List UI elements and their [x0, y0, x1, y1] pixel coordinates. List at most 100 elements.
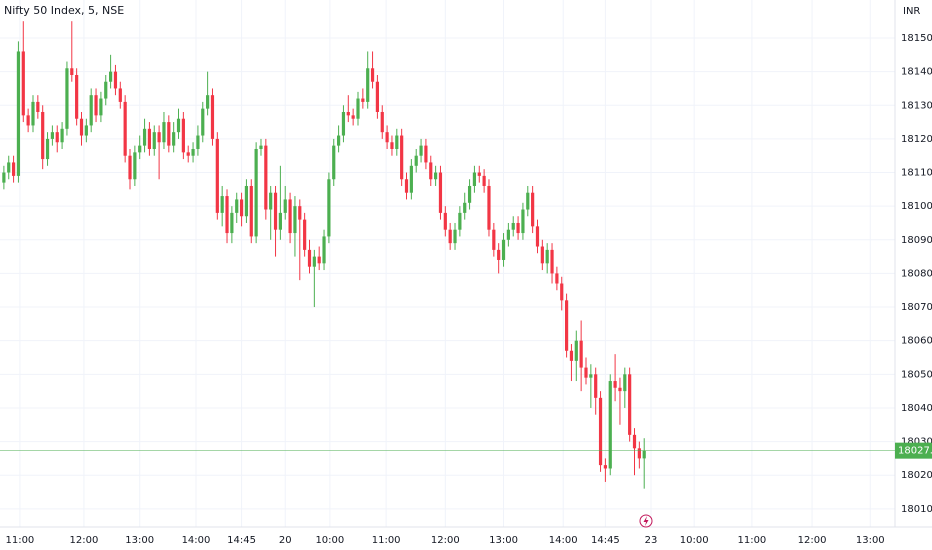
- candle-body: [526, 192, 530, 210]
- x-tick-label: 23: [645, 535, 658, 546]
- x-tick-label: 14:45: [227, 535, 256, 546]
- y-tick-label: 18100.00: [901, 201, 932, 212]
- candle-body: [341, 111, 346, 136]
- candle-body: [21, 51, 25, 116]
- x-tick-label: 13:00: [489, 535, 518, 546]
- candle-body: [540, 246, 544, 264]
- candle-body: [109, 71, 113, 82]
- candle-body: [2, 172, 6, 183]
- candle-body: [31, 101, 35, 126]
- candle-body: [564, 300, 569, 351]
- candle-body: [244, 185, 249, 217]
- candle-body: [511, 222, 515, 230]
- candle-body: [99, 98, 103, 116]
- candle-body: [16, 51, 21, 176]
- event-icon[interactable]: [639, 514, 653, 528]
- candle-body: [128, 155, 132, 180]
- candle-body: [477, 172, 481, 176]
- x-tick-label: 14:00: [549, 535, 578, 546]
- candle-body: [501, 239, 506, 260]
- candle-body: [186, 152, 190, 156]
- x-tick-label: 10:00: [680, 535, 709, 546]
- candle-body: [269, 192, 273, 210]
- candle-body: [36, 101, 40, 112]
- candle-body: [506, 229, 510, 240]
- candle-body: [191, 148, 195, 156]
- candle-body: [254, 148, 258, 237]
- y-tick-label: 18030.00: [901, 437, 932, 448]
- y-tick-label: 18140.00: [901, 67, 932, 78]
- candle-body: [7, 162, 11, 173]
- y-tick-label: 18070.00: [901, 302, 932, 313]
- y-tick-label: 18040.00: [901, 403, 932, 414]
- candle-body: [50, 132, 54, 139]
- candle-body: [259, 145, 263, 149]
- candle-body: [521, 209, 525, 234]
- y-tick-label: 18080.00: [901, 268, 932, 279]
- candle-body: [608, 381, 612, 469]
- candle-body: [438, 172, 443, 213]
- candle-body: [11, 162, 16, 176]
- candle-body: [142, 128, 147, 146]
- candle-body: [75, 74, 79, 119]
- candle-body: [516, 222, 520, 234]
- y-tick-label: 18110.00: [901, 168, 932, 179]
- candle-body: [288, 199, 292, 234]
- candle-body: [336, 135, 341, 146]
- candle-body: [322, 236, 326, 264]
- candle-body: [628, 374, 632, 435]
- grid: [0, 0, 895, 527]
- candle-body: [487, 185, 491, 230]
- candle-body: [492, 229, 496, 250]
- candle-body: [361, 98, 365, 102]
- candle-body: [603, 465, 607, 469]
- candle-body: [598, 397, 603, 466]
- candle-body: [206, 95, 210, 109]
- candle-body: [550, 249, 554, 274]
- candle-body: [356, 98, 360, 119]
- candle-body: [307, 249, 312, 267]
- candle-body: [317, 256, 321, 264]
- candle-body: [463, 202, 467, 213]
- candle-body: [201, 108, 205, 136]
- y-tick-label: 18120.00: [901, 134, 932, 145]
- y-tick-label: 18090.00: [901, 235, 932, 246]
- chart-title: Nifty 50 Index, 5, NSE: [4, 4, 124, 17]
- x-tick-label: 13:00: [125, 535, 154, 546]
- candle-body: [395, 135, 399, 149]
- candle-body: [385, 132, 389, 143]
- candle-body: [230, 212, 234, 234]
- candle-body: [443, 212, 447, 230]
- candle-body: [467, 185, 472, 203]
- candle-body: [264, 145, 268, 210]
- candle-body: [293, 206, 297, 234]
- x-tick-label: 14:45: [591, 535, 620, 546]
- candle-body: [555, 273, 559, 284]
- candle-body: [104, 81, 108, 99]
- candle-body: [60, 128, 64, 143]
- candle-body: [409, 165, 413, 193]
- candle-body: [448, 229, 452, 244]
- candle-body: [472, 172, 477, 186]
- candle-body: [225, 196, 229, 234]
- candle-body: [118, 88, 122, 102]
- x-tick-label: 13:00: [856, 535, 885, 546]
- candle-body: [196, 135, 200, 149]
- currency-label: INR: [903, 6, 920, 17]
- candle-body: [589, 374, 593, 378]
- candle-body: [298, 206, 302, 220]
- y-tick-label: 18010.00: [901, 504, 932, 515]
- x-tick-label: 11:00: [737, 535, 766, 546]
- candle-body: [380, 111, 384, 133]
- candle-body: [65, 68, 69, 129]
- candle-body: [239, 199, 244, 217]
- candle-body: [220, 196, 224, 213]
- candle-body: [172, 132, 176, 146]
- candle-body: [41, 111, 45, 160]
- candle-body: [138, 145, 142, 153]
- candle-body: [181, 118, 185, 153]
- candle-body: [623, 374, 627, 392]
- candle-body: [351, 115, 355, 119]
- candle-body: [569, 350, 574, 361]
